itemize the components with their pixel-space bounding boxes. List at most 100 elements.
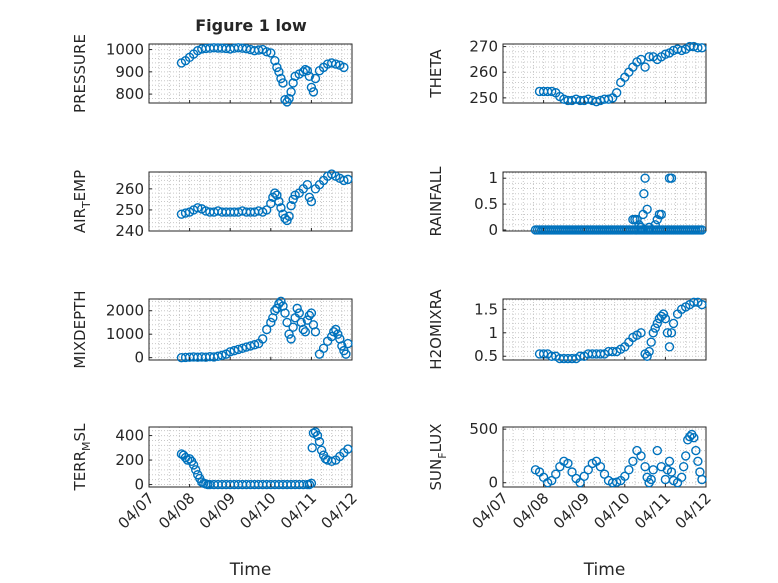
data-point — [660, 314, 671, 324]
data-point — [678, 461, 689, 472]
data-point — [298, 67, 308, 77]
data-point — [650, 220, 660, 230]
data-point — [339, 175, 349, 186]
data-point — [583, 94, 593, 104]
data-point — [676, 45, 687, 56]
y-tick-label: 0.5 — [474, 347, 498, 365]
y-tick-label: 260 — [469, 63, 498, 81]
y-tick-label: 250 — [469, 89, 498, 107]
data-point — [603, 94, 614, 104]
y-axis-label-main: THETA — [427, 49, 445, 99]
y-axis-label: H2OMIXRA — [427, 289, 445, 370]
axes-box — [148, 298, 353, 361]
y-axis-label-main: RAINFALL — [427, 166, 445, 237]
y-axis-label-main: AIR — [71, 208, 89, 233]
subplot-5: 0 1000 2000 MIXDEPTH — [71, 290, 353, 369]
y-tick-label: 500 — [469, 420, 498, 438]
y-axis-label: TERRMSL — [71, 423, 93, 492]
data-point — [640, 173, 650, 183]
y-tick-label: 240 — [115, 222, 144, 240]
data-point — [270, 306, 280, 316]
y-axis-label-main: TERR — [71, 451, 89, 492]
data-point — [343, 338, 353, 349]
y-tick-label: 270 — [469, 38, 498, 56]
data-point — [685, 431, 695, 442]
data-point — [636, 54, 646, 65]
data-point — [294, 308, 304, 318]
data-point — [302, 315, 313, 325]
data-point — [270, 188, 280, 198]
data-point — [280, 308, 290, 318]
data-point — [182, 455, 193, 465]
y-axis-label: THETA — [427, 49, 445, 99]
figure-title: Figure 1 low — [195, 16, 307, 35]
data-point — [331, 324, 341, 335]
data-point — [286, 334, 296, 344]
data-point — [298, 324, 308, 335]
data-point — [693, 43, 703, 53]
y-axis-label-subscript: T — [80, 201, 93, 209]
data-point — [225, 347, 235, 357]
data-point — [286, 201, 296, 211]
data-point — [266, 317, 276, 328]
data-point — [620, 471, 630, 481]
y-axis-label-main: SUN — [427, 459, 445, 491]
data-point — [697, 474, 707, 485]
data-point — [656, 209, 667, 220]
data-point — [551, 469, 561, 479]
data-point — [304, 310, 315, 321]
data-point — [288, 78, 298, 88]
axes-box — [148, 43, 353, 104]
data-point — [310, 73, 321, 84]
data-point — [193, 203, 203, 213]
y-tick-label: 0 — [488, 474, 498, 492]
data-point — [190, 465, 201, 475]
data-point — [337, 341, 347, 351]
data-point — [300, 327, 311, 337]
data-point — [646, 474, 656, 485]
data-point — [272, 62, 282, 73]
series-points — [534, 297, 707, 364]
data-point — [666, 467, 677, 477]
data-point — [642, 351, 652, 361]
axes-box — [148, 426, 353, 488]
y-tick-label: 1000 — [106, 41, 144, 59]
y-axis-label: SUNFLUX — [427, 424, 449, 491]
y-tick-label: 0 — [134, 476, 144, 494]
data-point — [237, 343, 248, 353]
data-point — [595, 461, 606, 472]
data-point — [579, 471, 589, 481]
grid-lines — [502, 172, 707, 231]
data-point — [274, 67, 284, 77]
data-point — [648, 465, 658, 475]
data-point — [320, 454, 331, 464]
data-point — [547, 351, 557, 361]
series-points — [176, 43, 349, 107]
y-axis-label-main: PRESSURE — [71, 34, 89, 113]
data-point — [632, 214, 642, 225]
data-point — [280, 94, 290, 105]
data-point — [636, 328, 646, 338]
data-point — [636, 451, 646, 461]
data-point — [666, 328, 677, 338]
y-axis-label: PRESSURE — [71, 34, 89, 113]
data-point — [312, 430, 323, 441]
y-tick-label: 260 — [115, 180, 144, 198]
data-point — [642, 204, 652, 214]
data-point — [306, 196, 317, 207]
data-point — [599, 469, 610, 479]
y-tick-label: 400 — [115, 427, 144, 445]
data-point — [307, 443, 317, 453]
data-point — [693, 456, 703, 466]
data-point — [583, 465, 593, 475]
grid-lines — [502, 427, 707, 487]
data-point — [284, 93, 294, 104]
data-point — [339, 62, 349, 73]
data-point — [664, 456, 675, 466]
data-point — [628, 456, 638, 466]
data-point — [257, 334, 268, 344]
y-axis-label-tail: EMP — [71, 170, 89, 201]
data-point — [547, 86, 557, 97]
y-axis-label-tail: LUX — [427, 424, 445, 453]
plot-area — [502, 171, 707, 232]
